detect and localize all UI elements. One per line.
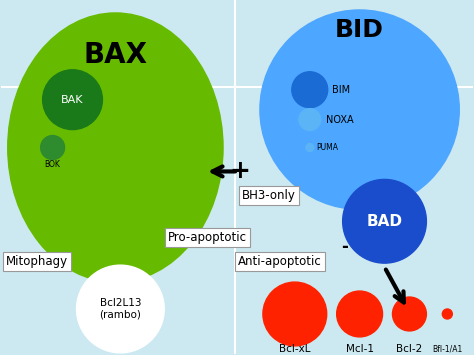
Text: Pro-apoptotic: Pro-apoptotic [168, 231, 247, 244]
Ellipse shape [343, 179, 427, 263]
Text: Bcl-xL: Bcl-xL [279, 344, 310, 354]
Text: BAD: BAD [366, 214, 402, 229]
Ellipse shape [337, 291, 383, 337]
Text: BAK: BAK [61, 95, 84, 105]
Text: Bcl2L13
(rambo): Bcl2L13 (rambo) [100, 298, 141, 320]
Ellipse shape [43, 70, 102, 130]
Text: BH3-only: BH3-only [242, 189, 296, 202]
Ellipse shape [41, 136, 64, 159]
Ellipse shape [392, 297, 427, 331]
Text: BAX: BAX [83, 41, 147, 69]
Ellipse shape [306, 143, 314, 152]
Text: BOK: BOK [45, 160, 61, 169]
Ellipse shape [260, 10, 459, 209]
Text: Mcl-1: Mcl-1 [346, 344, 374, 354]
Ellipse shape [263, 282, 327, 346]
Ellipse shape [442, 309, 452, 319]
Text: Anti-apoptotic: Anti-apoptotic [238, 255, 322, 268]
Text: NOXA: NOXA [326, 115, 353, 125]
Ellipse shape [8, 13, 223, 282]
Text: Mitophagy: Mitophagy [6, 255, 68, 268]
Text: Bcl-2: Bcl-2 [396, 344, 422, 354]
Text: -: - [341, 238, 348, 256]
Text: PUMA: PUMA [317, 143, 339, 152]
Text: Bfl-1/A1: Bfl-1/A1 [432, 344, 463, 353]
Text: BID: BID [335, 18, 384, 42]
Text: +: + [229, 159, 250, 184]
Text: BIM: BIM [332, 85, 350, 95]
Ellipse shape [76, 265, 164, 353]
Ellipse shape [292, 72, 328, 108]
Ellipse shape [299, 109, 321, 131]
